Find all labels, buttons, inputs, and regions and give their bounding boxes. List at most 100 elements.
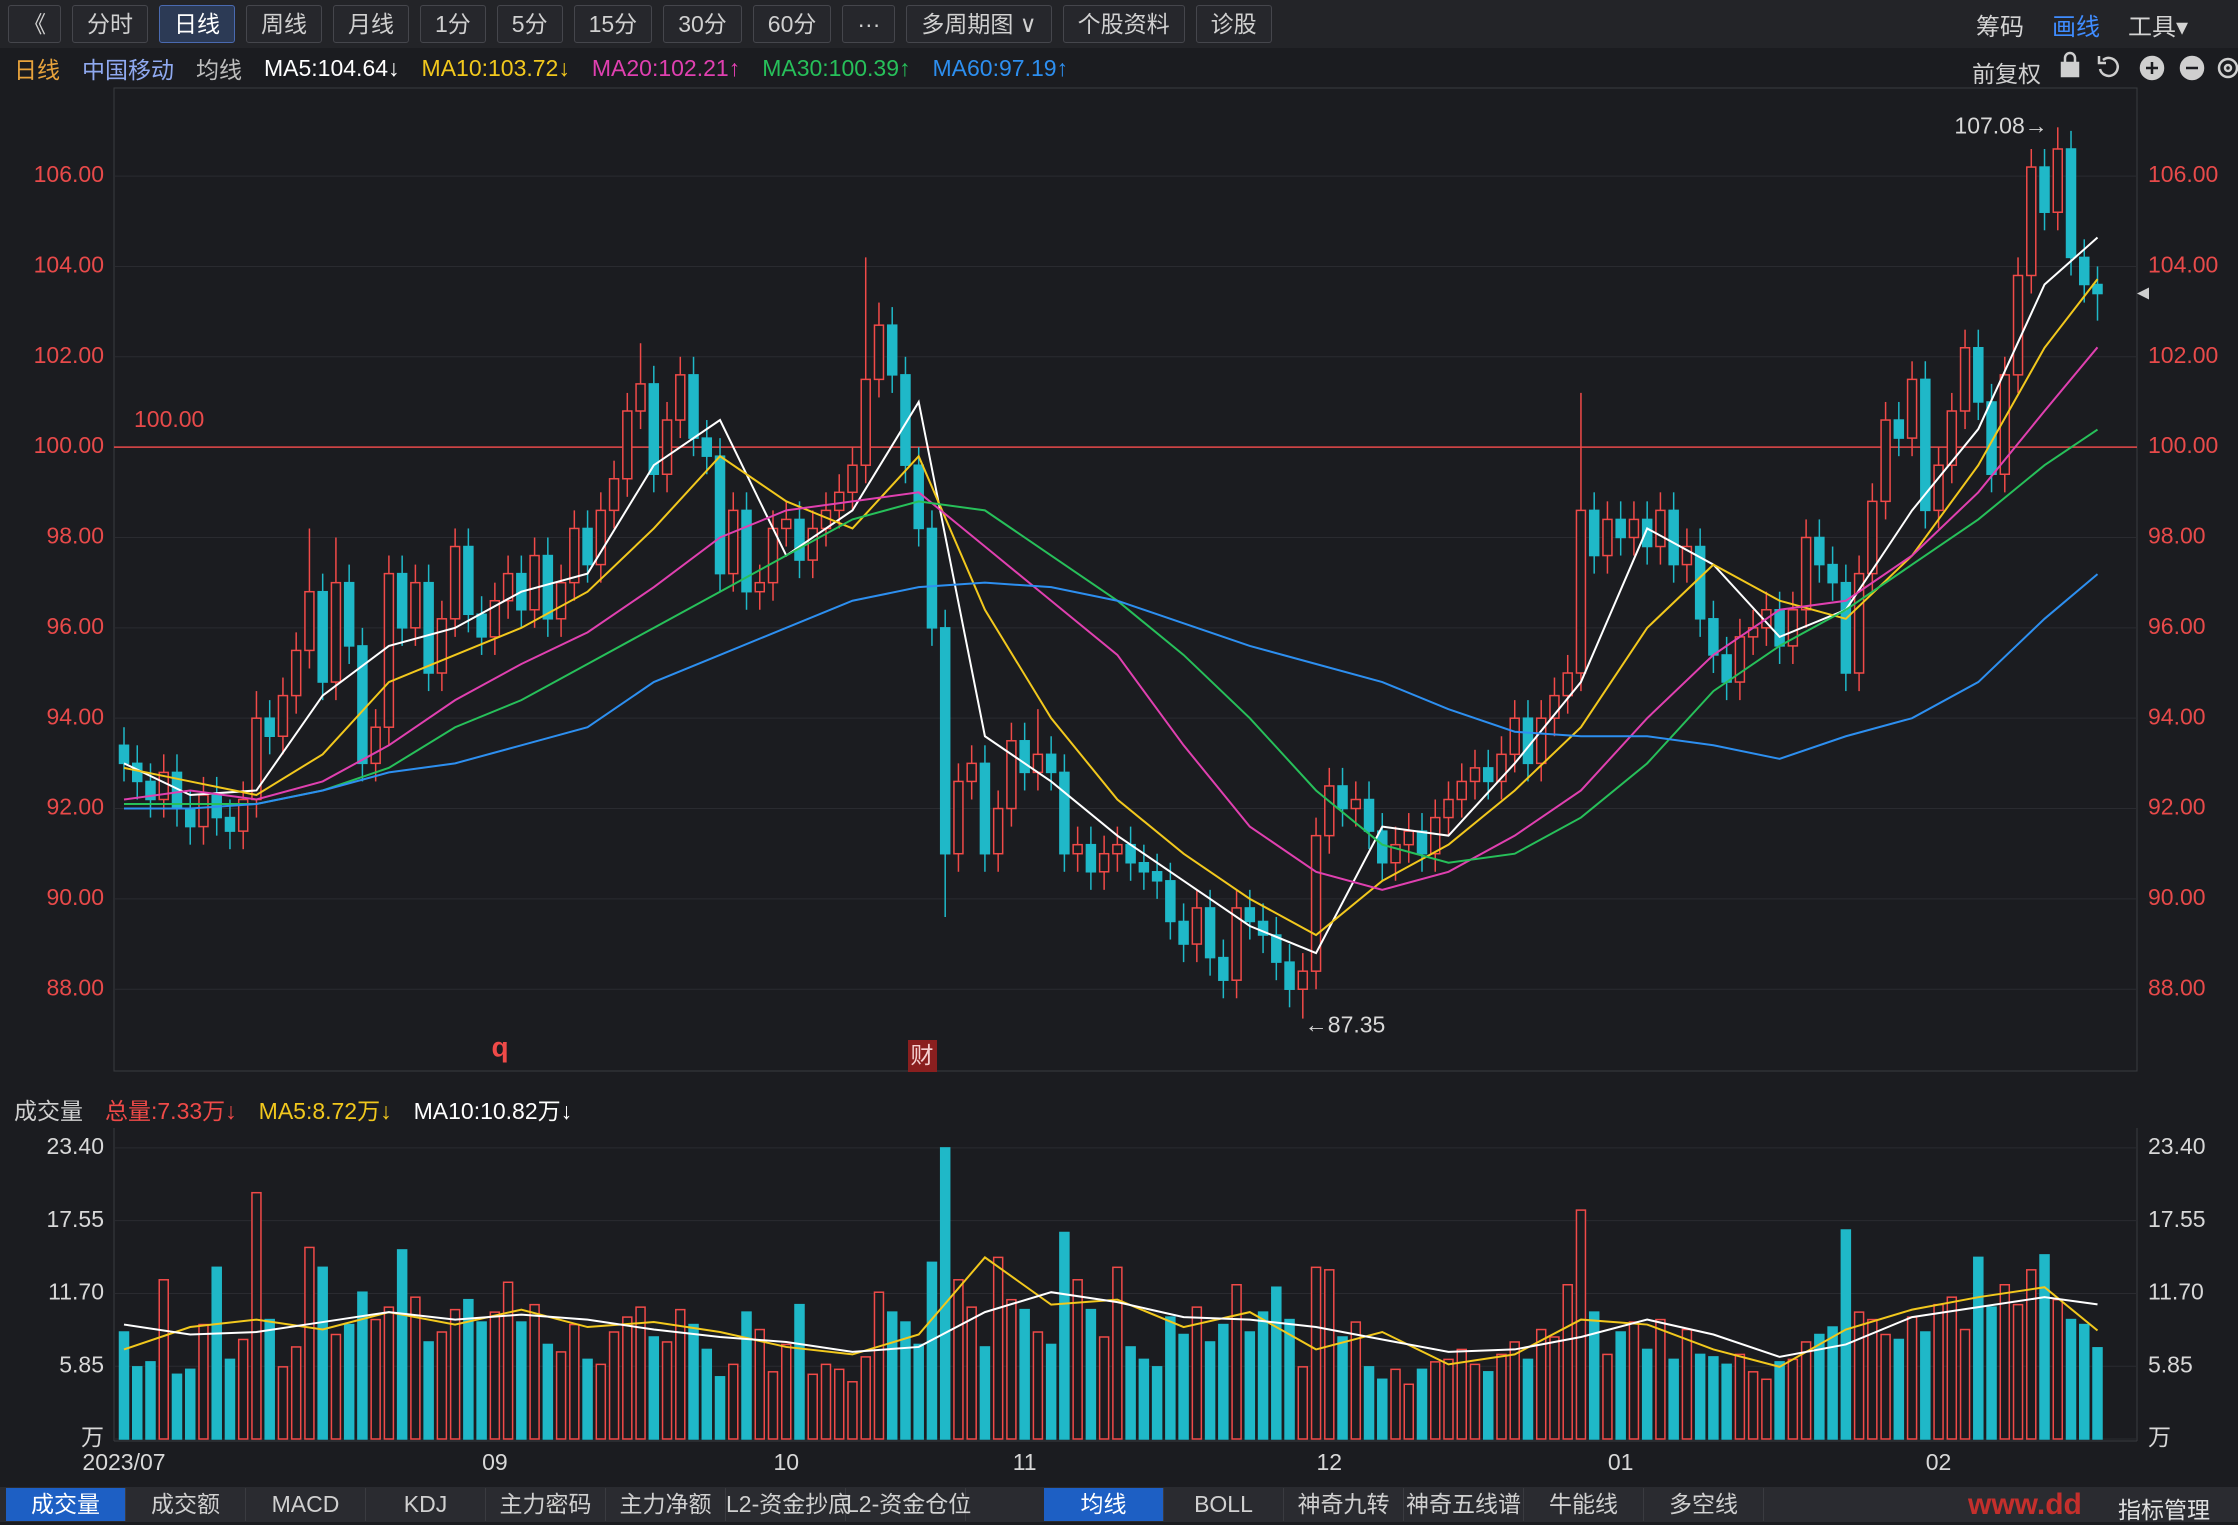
candle-body bbox=[529, 554, 540, 611]
toolbar-button[interactable]: 15分 bbox=[573, 5, 653, 43]
tab[interactable]: 成交额 bbox=[126, 1488, 246, 1521]
volume-bar bbox=[1880, 1333, 1891, 1440]
volume-bar bbox=[304, 1246, 315, 1440]
candle-body bbox=[1377, 830, 1388, 864]
volume-bar bbox=[1840, 1229, 1852, 1440]
tab[interactable]: 成交量 bbox=[6, 1488, 126, 1521]
volume-bar bbox=[939, 1147, 951, 1440]
candle-body bbox=[1271, 934, 1282, 963]
toolbar-button[interactable]: 5分 bbox=[496, 5, 563, 43]
volume-bar bbox=[1019, 1308, 1030, 1440]
toolbar-button[interactable]: 60分 bbox=[752, 5, 832, 43]
volume-bar bbox=[1721, 1363, 1732, 1440]
toolbar-button[interactable]: 日线 bbox=[159, 5, 235, 43]
volume-bar bbox=[1045, 1343, 1057, 1440]
candle-body bbox=[317, 590, 328, 683]
tab[interactable]: 多空线 bbox=[1644, 1488, 1764, 1521]
volume-bar bbox=[1509, 1341, 1520, 1440]
tab[interactable]: L2-资金抄底 bbox=[726, 1488, 851, 1521]
volume-bar bbox=[436, 1331, 448, 1440]
volume-bar bbox=[131, 1366, 143, 1440]
candle-body bbox=[886, 324, 898, 376]
volume-bar bbox=[1588, 1311, 1600, 1440]
candle-body bbox=[728, 509, 739, 575]
volume-bar bbox=[1628, 1321, 1640, 1440]
tab[interactable]: L2-资金仓位 bbox=[846, 1488, 971, 1521]
adjust[interactable]: 前复权 bbox=[1972, 61, 2041, 87]
candle-body bbox=[1946, 410, 1958, 466]
indicator-manage[interactable]: 指标管理 bbox=[2118, 1497, 2210, 1523]
x-tick-label: 10 bbox=[773, 1449, 799, 1475]
toolbar-button[interactable]: 个股资料 bbox=[1062, 5, 1185, 43]
y-tick-label: 90.00 bbox=[46, 884, 104, 910]
y-tick-label: 106.00 bbox=[34, 161, 104, 187]
ma-line bbox=[123, 1256, 2099, 1368]
volume-bar bbox=[1284, 1318, 1295, 1440]
volume-bar bbox=[1867, 1318, 1878, 1440]
candle-body bbox=[595, 509, 607, 566]
candle-body bbox=[449, 545, 461, 620]
toolbar-button[interactable]: 诊股 bbox=[1195, 5, 1272, 43]
toolbar-button[interactable]: 多周期图 ∨ bbox=[906, 5, 1052, 43]
volume-bar bbox=[1641, 1348, 1653, 1440]
tab[interactable]: 主力密码 bbox=[486, 1488, 606, 1521]
candle-body bbox=[1655, 509, 1666, 548]
toolbar-button[interactable]: 《 bbox=[8, 5, 61, 43]
toolbar-button[interactable]: 周线 bbox=[246, 5, 322, 43]
volume-bar bbox=[1615, 1331, 1626, 1440]
volume-bar bbox=[833, 1368, 845, 1440]
volume-bar bbox=[648, 1336, 660, 1440]
volume-bar bbox=[277, 1366, 289, 1440]
marker-q[interactable]: q bbox=[491, 1031, 508, 1062]
tab[interactable]: 牛能线 bbox=[1524, 1488, 1644, 1521]
candle-body bbox=[145, 780, 156, 801]
toolbar-button[interactable]: 分时 bbox=[72, 5, 148, 43]
candle-body bbox=[1708, 618, 1719, 656]
volume-bar bbox=[542, 1343, 554, 1440]
volume-bar bbox=[1575, 1209, 1587, 1440]
tab[interactable]: BOLL bbox=[1164, 1488, 1284, 1521]
volume-bar bbox=[1668, 1358, 1679, 1440]
tab[interactable]: 神奇九转 bbox=[1284, 1488, 1404, 1521]
tab[interactable]: KDJ bbox=[366, 1488, 486, 1521]
marker-cai[interactable]: 财 bbox=[911, 1042, 934, 1068]
candle-body bbox=[2039, 166, 2050, 213]
candle-body bbox=[1098, 852, 1110, 873]
volume-bar bbox=[622, 1316, 633, 1440]
volume-bar bbox=[1694, 1353, 1706, 1440]
volume-bar bbox=[118, 1331, 130, 1440]
volume-bar bbox=[1562, 1283, 1573, 1440]
candle-body bbox=[1085, 843, 1097, 873]
toolbar-link[interactable]: 画线 bbox=[2051, 13, 2100, 41]
y-tick-label: 102.00 bbox=[34, 342, 104, 368]
candle-body bbox=[1827, 563, 1838, 584]
volume-bar bbox=[1006, 1298, 1017, 1440]
volume-bar bbox=[145, 1361, 156, 1440]
y-tick-label-right: 106.00 bbox=[2148, 161, 2218, 187]
candle-body bbox=[2079, 256, 2090, 286]
volume-bar bbox=[608, 1331, 620, 1440]
volume-bar bbox=[1535, 1328, 1547, 1440]
volume-bar bbox=[886, 1311, 898, 1440]
tab[interactable]: 神奇五线谱 bbox=[1404, 1488, 1524, 1521]
toolbar-button[interactable]: ··· bbox=[842, 5, 896, 43]
tab[interactable]: MACD bbox=[246, 1488, 366, 1521]
volume-bar bbox=[1681, 1328, 1693, 1440]
volume-bar bbox=[1191, 1306, 1203, 1440]
y-tick-label-right: 90.00 bbox=[2148, 884, 2206, 910]
candle-body bbox=[569, 527, 580, 584]
toolbar-link[interactable]: 工具▾ bbox=[2127, 13, 2188, 41]
candle-body bbox=[939, 627, 951, 855]
volume-bar bbox=[992, 1256, 1004, 1440]
toolbar-link[interactable]: 筹码 bbox=[1975, 13, 2024, 41]
tab[interactable]: 主力净额 bbox=[606, 1488, 726, 1521]
toolbar-button[interactable]: 1分 bbox=[420, 5, 486, 43]
toolbar-button[interactable]: 30分 bbox=[663, 5, 742, 43]
candle-body bbox=[463, 545, 474, 616]
tab[interactable]: 均线 bbox=[1044, 1488, 1164, 1521]
candle-body bbox=[1853, 572, 1865, 674]
toolbar-button[interactable]: 月线 bbox=[333, 5, 409, 43]
volume-bar bbox=[1933, 1303, 1944, 1440]
candle-body bbox=[2026, 166, 2037, 277]
toolbar: 《分时 日线 周线 月线 1分 5分 15分 30分 60分 ··· 多周期图 ∨ 个股资料 诊股 bbox=[0, 0, 2238, 48]
